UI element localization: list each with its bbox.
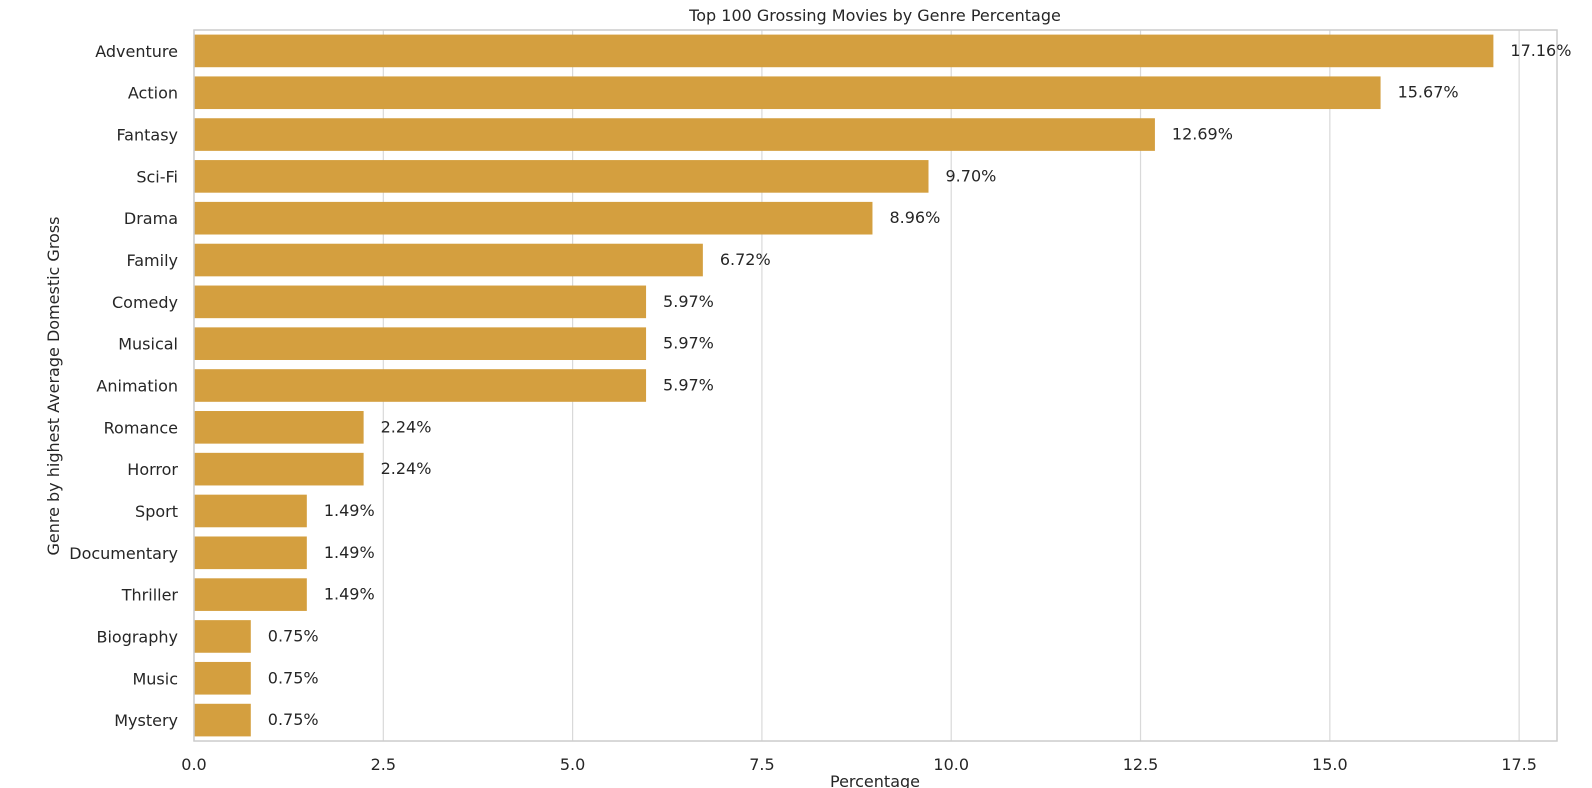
x-tick-label: 10.0: [933, 755, 969, 774]
x-tick-label: 15.0: [1312, 755, 1348, 774]
bar-value-label: 12.69%: [1172, 125, 1233, 144]
y-tick-label: Drama: [124, 209, 178, 228]
x-tick-label: 7.5: [749, 755, 774, 774]
plot-border: [193, 29, 1558, 742]
bar-value-label: 5.97%: [663, 292, 714, 311]
bar: [194, 243, 703, 277]
bar-value-label: 1.49%: [324, 501, 375, 520]
y-tick-label: Animation: [96, 377, 178, 396]
y-tick-label: Musical: [118, 335, 178, 354]
x-tick-label: 17.5: [1501, 755, 1537, 774]
y-tick-label: Documentary: [69, 544, 178, 563]
bar-value-label: 2.24%: [381, 417, 432, 436]
y-tick-label: Sport: [135, 502, 178, 521]
bar-value-label: 15.67%: [1398, 83, 1459, 102]
bar: [194, 578, 307, 611]
bar: [194, 369, 647, 402]
bar-value-label: 0.75%: [268, 626, 319, 645]
y-tick-label: Family: [127, 251, 178, 270]
y-tick-label: Comedy: [112, 293, 178, 312]
x-tick-label: 0.0: [181, 755, 206, 774]
bar-value-label: 0.75%: [268, 710, 319, 729]
bar: [194, 76, 1381, 110]
chart-title: Top 100 Grossing Movies by Genre Percent…: [688, 6, 1061, 25]
bar: [194, 536, 307, 570]
y-tick-label: Sci-Fi: [136, 167, 178, 186]
bar-value-label: 2.24%: [381, 459, 432, 478]
bars: [194, 34, 1494, 737]
y-tick-label: Biography: [96, 627, 178, 646]
bar: [194, 411, 364, 444]
y-tick-label: Horror: [127, 460, 178, 479]
x-tick-label: 2.5: [371, 755, 396, 774]
bar: [194, 452, 364, 486]
bar-value-label: 5.97%: [663, 376, 714, 395]
bar-value-label: 0.75%: [268, 668, 319, 687]
x-tick-label: 12.5: [1123, 755, 1159, 774]
bar-value-label: 1.49%: [324, 585, 375, 604]
bar: [194, 160, 929, 193]
bar: [194, 494, 307, 528]
x-axis-title: Percentage: [830, 772, 920, 788]
bar: [194, 285, 647, 319]
y-tick-label: Fantasy: [116, 126, 178, 145]
y-tick-label: Romance: [104, 418, 178, 437]
bar-value-label: 6.72%: [720, 250, 771, 269]
y-tick-label: Thriller: [121, 586, 179, 605]
bar: [194, 34, 1494, 68]
y-tick-label: Music: [132, 669, 178, 688]
bar: [194, 201, 873, 235]
bar-value-label: 5.97%: [663, 334, 714, 353]
bar: [194, 661, 251, 695]
x-tick-labels: 0.0 2.5 5.0 7.5 10.0 12.5 15.0 17.5: [181, 755, 1537, 774]
bar: [194, 118, 1155, 151]
bar-value-label: 17.16%: [1510, 41, 1571, 60]
bar-value-label: 9.70%: [946, 166, 997, 185]
y-tick-labels: Adventure Action Fantasy Sci-Fi Drama Family C…: [69, 42, 178, 730]
y-tick-label: Action: [128, 84, 178, 103]
y-tick-label: Mystery: [114, 711, 178, 730]
x-tick-label: 5.0: [560, 755, 585, 774]
plot-frame: [193, 29, 1558, 742]
bar-value-label: 8.96%: [889, 208, 940, 227]
y-tick-label: Adventure: [95, 42, 178, 61]
bar-value-label: 1.49%: [324, 543, 375, 562]
y-axis-title: Genre by highest Average Domestic Gross: [44, 216, 63, 555]
bar: [194, 327, 647, 360]
bar: [194, 703, 251, 737]
data-labels: 17.16% 15.67% 12.69% 9.70% 8.96% 6.72% 5.97% 5.…: [268, 41, 1572, 729]
bar: [194, 620, 251, 653]
